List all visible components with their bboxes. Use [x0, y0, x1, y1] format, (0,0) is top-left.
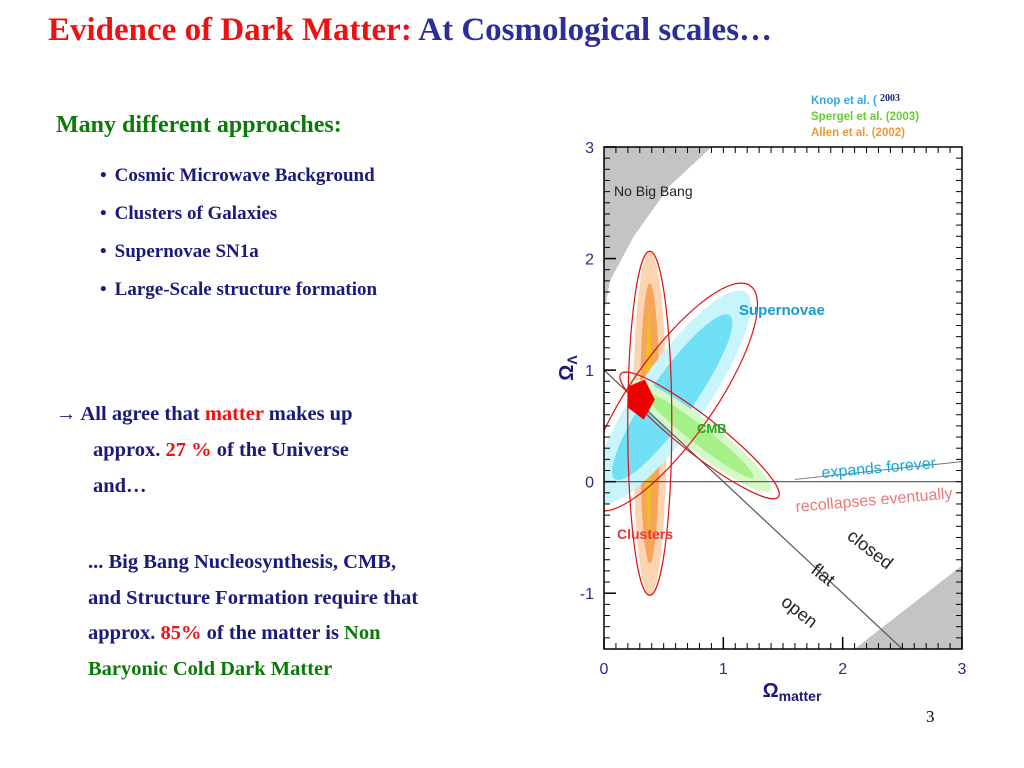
y-tick-label: 2 [585, 252, 594, 269]
agree-text3: approx. [93, 439, 161, 461]
list-item-label: Supernovae SN1a [114, 241, 259, 262]
bbn-line1: ... Big Bang Nucleosynthesis, CMB, [88, 551, 397, 573]
list-item-label: Large-Scale structure formation [114, 279, 378, 300]
y-tick-label: 1 [585, 363, 594, 380]
legend-entry-label: Knop et al. ( [811, 95, 880, 107]
agree-text5: and… [93, 475, 147, 497]
list-item: • Supernovae SN1a [100, 239, 377, 277]
agreement-text: → All agree that matter makes up approx.… [56, 396, 352, 504]
list-item: • Clusters of Galaxies [100, 201, 377, 239]
flat-universe-line [604, 369, 903, 649]
x-tick-label: 3 [958, 661, 967, 678]
page-number: 3 [926, 707, 935, 726]
agree-text4: of the Universe [216, 439, 349, 461]
approaches-list: • Cosmic Microwave Background • Clusters o… [100, 163, 377, 315]
list-item: • Large-Scale structure formation [100, 277, 377, 315]
y-axis-label-subscript: Λ [564, 355, 580, 365]
y-axis-label-omega: Ω [556, 365, 578, 381]
bbn-text: ... Big Bang Nucleosynthesis, CMB, and S… [88, 545, 528, 687]
y-tick-label: 0 [585, 475, 594, 492]
cmb-label: CMB [697, 421, 727, 436]
clusters-contour [627, 250, 673, 596]
open-label: open [778, 591, 822, 631]
slide-title: Evidence of Dark Matter: At Cosmological… [48, 12, 772, 49]
bbn-percent: 85% [160, 622, 202, 644]
y-tick-label: 3 [585, 140, 594, 157]
cmb-contour [619, 371, 780, 500]
legend-entry-label: Allen et al. [811, 127, 872, 139]
agree-percent: 27 % [165, 439, 212, 461]
clusters-label: Clusters [617, 526, 673, 542]
list-item: • Cosmic Microwave Background [100, 163, 377, 201]
bbn-line3: approx. 85% of the matter is Non [88, 616, 528, 652]
y-tick-label: -1 [580, 586, 594, 603]
x-tick-label: 1 [719, 661, 728, 678]
legend-entry-year: (2003) [886, 111, 919, 123]
list-item-label: Clusters of Galaxies [114, 203, 278, 224]
legend-entry: Allen et al. (2002) [811, 127, 905, 139]
cmb-inner-region [645, 393, 754, 478]
bullet-dot-icon: • [100, 241, 107, 262]
bullet-dot-icon: • [100, 165, 107, 186]
legend-entry-year: (2002) [872, 127, 905, 139]
legend-entry: Spergel et al. (2003) [811, 111, 919, 123]
legend-entry-label: Spergel et al. [811, 111, 886, 123]
plot-frame [603, 146, 963, 650]
closed-label: closed [844, 525, 897, 573]
no-big-bang-region [604, 147, 712, 315]
x-axis-label: Ωmatter [763, 680, 822, 704]
y-axis-label: ΩΛ [556, 355, 580, 381]
x-tick-label: 0 [600, 661, 609, 678]
legend-entry: Knop et al. ( 2003 [811, 93, 900, 107]
recollapses-label: recollapses eventually [795, 485, 953, 516]
expansion-boundary-line [794, 461, 962, 480]
bbn-text3: approx. [88, 622, 156, 644]
legend-entry-year: 2003 [880, 93, 900, 104]
arrow-icon: → [56, 403, 77, 425]
agree-text1: All agree that [80, 403, 200, 425]
supernovae-label: Supernovae [739, 302, 825, 319]
x-axis-label-omega: Ω [763, 680, 779, 702]
x-axis-label-subscript: matter [779, 688, 822, 704]
agree-text2: makes up [268, 403, 353, 425]
subheading: Many different approaches: [56, 112, 342, 138]
expands-forever-label: expands forever [821, 455, 937, 482]
bullet-dot-icon: • [100, 203, 107, 224]
plot-area [604, 147, 962, 649]
no-big-bang-label: No Big Bang [614, 183, 693, 199]
agree-line2: approx. 27 % of the Universe [56, 432, 352, 468]
title-part2: At Cosmological scales… [418, 12, 773, 48]
list-item-label: Cosmic Microwave Background [114, 165, 375, 186]
title-part1: Evidence of Dark Matter: [48, 12, 412, 48]
bullet-dot-icon: • [100, 279, 107, 300]
supernovae-contour [604, 282, 759, 512]
bbn-line2: and Structure Formation require that [88, 586, 419, 609]
agree-highlight: matter [204, 403, 264, 425]
concordance-intersection [627, 379, 655, 420]
bbn-highlight2: Baryonic Cold Dark Matter [88, 657, 333, 680]
x-tick-label: 2 [838, 661, 847, 678]
bbn-highlight1: Non [344, 622, 381, 644]
grey-region-lower-right [854, 565, 962, 649]
bbn-text4: of the matter is [206, 622, 339, 644]
